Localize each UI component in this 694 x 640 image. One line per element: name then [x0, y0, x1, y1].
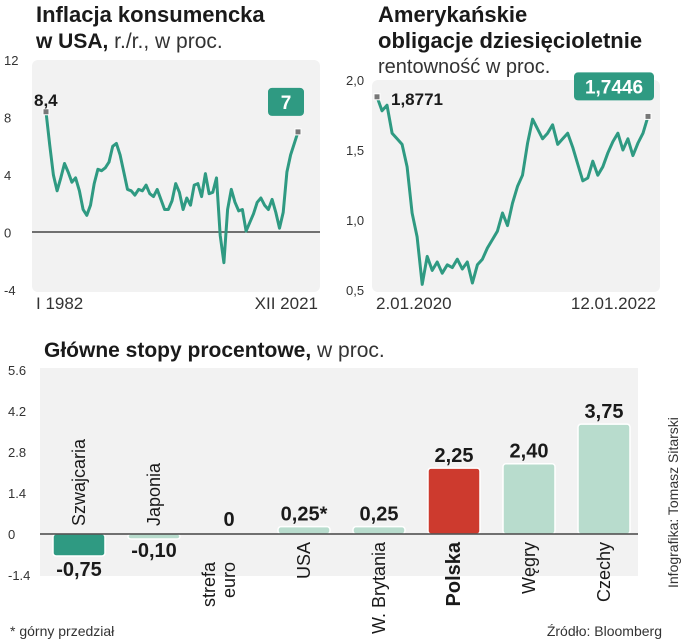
bonds-chart: Amerykańskie obligacje dziesięcioletnie …	[346, 2, 660, 313]
inflation-end-marker	[294, 128, 302, 136]
inflation-title: Inflacja konsumencka	[36, 2, 265, 27]
value-label: 0,25*	[281, 504, 328, 526]
category-label-line: Japonia	[144, 462, 164, 526]
bar-5	[352, 525, 406, 535]
inflation-end-value: 7	[281, 93, 292, 114]
bonds-x-start: 2.01.2020	[376, 294, 452, 313]
y-tick-label: -1.4	[8, 568, 30, 583]
inflation-title-bold: w USA,	[35, 30, 108, 53]
y-tick-label: 4	[4, 168, 11, 183]
value-label: 2,25	[435, 445, 474, 467]
category-label-line: strefa	[199, 561, 219, 607]
category-label-line: Węgry	[519, 542, 539, 594]
bonds-series-line	[375, 96, 650, 286]
value-label: 2,40	[510, 441, 549, 463]
inflation-title-line2: w USA, r./r., w proc.	[35, 30, 223, 53]
bonds-title-line2: obligacje dziesięcioletnie	[378, 28, 642, 53]
infographic-credit: Infografika: Tomasz Sitarski	[665, 417, 681, 588]
inflation-x-start: I 1982	[36, 294, 83, 313]
category-label-line: Polska	[443, 541, 465, 606]
y-tick-label: 2,0	[346, 73, 364, 88]
category-label: Japonia	[144, 462, 164, 526]
category-label: W. Brytania	[369, 541, 389, 634]
inflation-y-ticks: 12 8 4 0 -4	[4, 53, 18, 298]
rates-title: Główne stopy procentowe, w proc.	[44, 339, 385, 362]
y-tick-label: 1,5	[346, 143, 364, 158]
inflation-series-line	[44, 111, 300, 265]
bar-8	[577, 423, 631, 535]
rates-bars	[52, 423, 631, 557]
y-tick-label: 12	[4, 53, 18, 68]
bonds-end-value: 1,7446	[585, 77, 643, 98]
y-tick-label: -4	[4, 283, 16, 298]
category-label: Czechy	[594, 542, 614, 602]
bonds-panel	[372, 80, 660, 292]
category-label-line: Czechy	[594, 542, 614, 602]
category-label-line: Szwajcaria	[69, 438, 89, 526]
bonds-start-marker	[373, 93, 381, 101]
value-label: 3,75	[585, 401, 624, 423]
category-label: USA	[294, 542, 314, 579]
inflation-start-marker	[42, 108, 50, 116]
inflation-start-value: 8,4	[34, 91, 58, 110]
footnote: * górny przedział	[10, 623, 115, 639]
category-label-line: W. Brytania	[369, 541, 389, 634]
bonds-title-line1: Amerykańskie	[378, 2, 527, 27]
value-label: 0,25	[360, 504, 399, 526]
bonds-start-value: 1,8771	[391, 90, 443, 109]
y-tick-label: 4.2	[8, 404, 26, 419]
bar-6	[427, 467, 481, 535]
bar-2	[127, 533, 181, 540]
category-label-line: USA	[294, 542, 314, 579]
inflation-panel	[32, 60, 320, 292]
rates-unit: w proc.	[311, 339, 385, 362]
bar-1	[52, 533, 106, 557]
category-label: strefa euro	[199, 561, 239, 607]
bonds-end-marker	[644, 112, 652, 120]
y-tick-label: 0,5	[346, 283, 364, 298]
bar-7	[502, 462, 556, 535]
inflation-unit: r./r., w proc.	[108, 30, 222, 53]
y-tick-label: 0	[4, 226, 11, 241]
bonds-y-ticks: 2,0 1,5 1,0 0,5	[346, 73, 364, 298]
value-label: -0,10	[131, 540, 177, 562]
rates-chart: Główne stopy procentowe, w proc. 5.6 4.2 2…	[8, 339, 638, 634]
rates-title-bold: Główne stopy procentowe,	[44, 339, 311, 362]
rates-category-labels: Szwajcaria Japonia strefa euro USA W. Brytani…	[69, 438, 614, 634]
source: Źródło: Bloomberg	[547, 623, 662, 639]
inflation-chart: Inflacja konsumencka w USA, r./r., w pro…	[4, 2, 320, 313]
y-tick-label: 0	[8, 527, 15, 542]
category-label: Szwajcaria	[69, 438, 89, 526]
y-tick-label: 1.4	[8, 486, 26, 501]
bonds-x-end: 12.01.2022	[571, 294, 656, 313]
y-tick-label: 1,0	[346, 213, 364, 228]
category-label-line: euro	[219, 562, 239, 598]
category-label: Węgry	[519, 542, 539, 594]
value-label: 0	[223, 509, 234, 531]
inflation-end-badge	[268, 87, 304, 116]
y-tick-label: 5.6	[8, 363, 26, 378]
category-label: Polska	[443, 541, 465, 606]
rates-y-ticks: 5.6 4.2 2.8 1.4 0 -1.4	[8, 363, 30, 583]
bonds-end-badge	[574, 72, 654, 101]
bar-4	[277, 525, 331, 535]
inflation-x-end: XII 2021	[255, 294, 318, 313]
y-tick-label: 8	[4, 111, 11, 126]
bonds-subtitle: rentowność w proc.	[378, 56, 550, 78]
y-tick-label: 2.8	[8, 445, 26, 460]
rates-value-labels: -0,75 -0,10 0 0,25* 0,25 2,25 2,40 3,75	[56, 401, 623, 581]
value-label: -0,75	[56, 559, 102, 581]
